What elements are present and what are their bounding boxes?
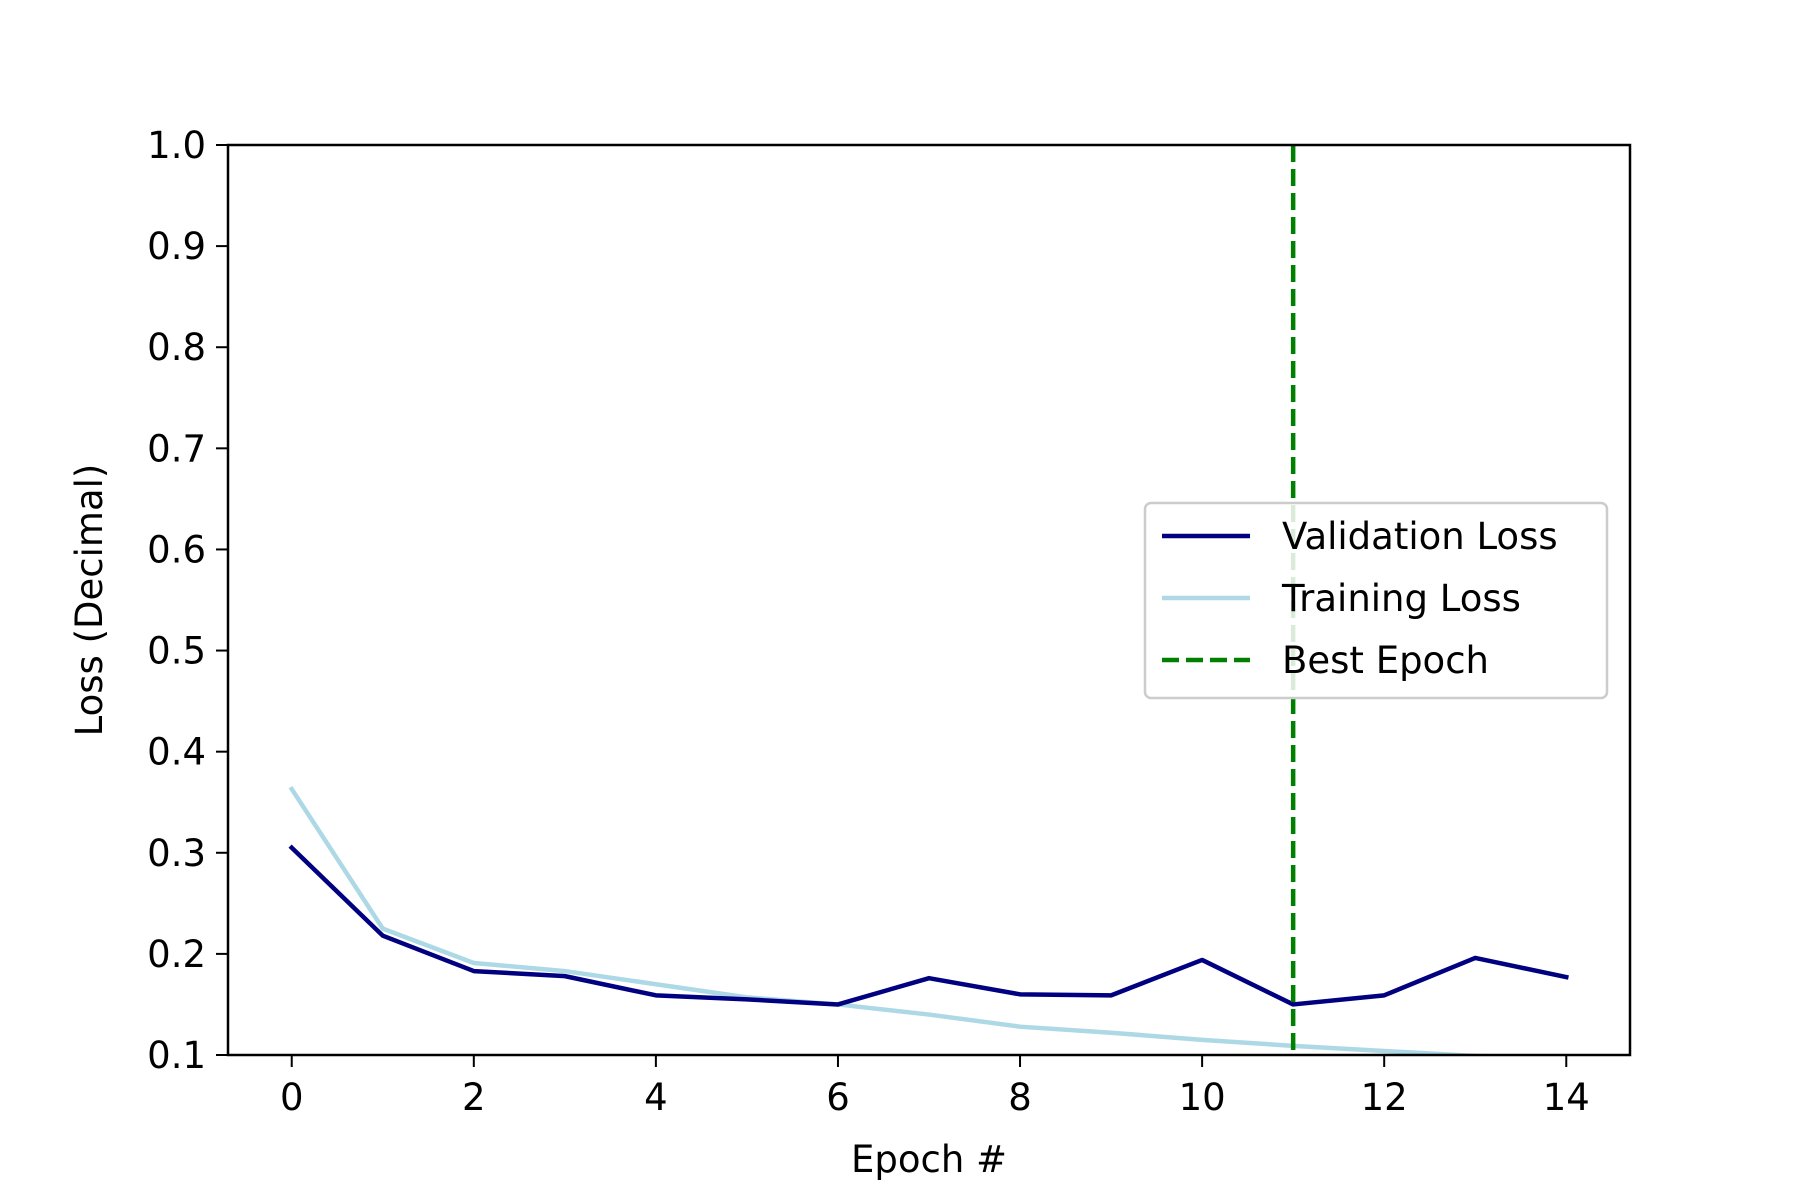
legend: Validation Loss Training Loss Best Epoch [1143,501,1609,700]
y-tick-label: 1.0 [147,124,206,167]
x-axis: 0 2 4 6 8 10 12 14 [280,1055,1590,1119]
x-axis-label: Epoch # [851,1138,1007,1181]
y-tick-label: 0.9 [147,225,206,268]
x-tick-label: 10 [1179,1076,1226,1119]
x-tick-label: 6 [826,1076,850,1119]
y-tick-label: 0.4 [147,731,206,774]
legend-label: Training Loss [1281,577,1521,620]
x-tick-label: 4 [644,1076,668,1119]
y-tick-label: 0.8 [147,326,206,369]
y-tick-label: 0.7 [147,427,206,470]
y-axis: 0.1 0.2 0.3 0.4 0.5 0.6 0.7 0.8 0.9 1.0 [147,124,228,1077]
y-tick-label: 0.3 [147,832,206,875]
legend-label: Best Epoch [1282,639,1489,682]
x-tick-label: 12 [1361,1076,1408,1119]
x-tick-label: 14 [1543,1076,1590,1119]
x-tick-label: 2 [462,1076,486,1119]
legend-box [1143,501,1609,700]
y-tick-label: 0.5 [147,630,206,673]
y-tick-label: 0.2 [147,933,206,976]
x-tick-label: 0 [280,1076,304,1119]
y-axis-label: Loss (Decimal) [68,464,111,737]
series-layer [288,145,1569,1055]
series-line-training-loss [288,785,1513,1055]
legend-label: Validation Loss [1282,515,1558,558]
y-tick-label: 0.6 [147,528,206,571]
y-tick-label: 0.1 [147,1034,206,1077]
x-tick-label: 8 [1008,1076,1032,1119]
series-line-validation-loss [288,844,1569,1007]
plot-frame [226,143,1632,1057]
